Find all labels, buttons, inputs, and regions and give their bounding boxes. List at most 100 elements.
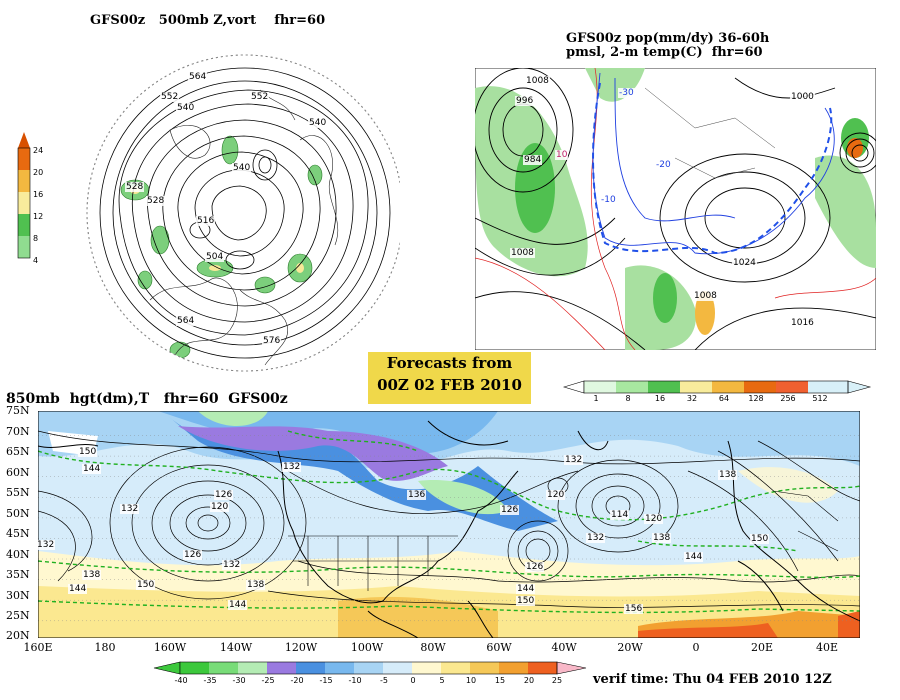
lat-label: 40N (6, 548, 30, 561)
height-label: 138 (82, 570, 102, 580)
contour-label: 540 (232, 163, 252, 173)
height-label: 138 (246, 580, 266, 590)
height-label: 120 (210, 502, 230, 512)
contour-label: 552 (250, 92, 270, 102)
colorbar-swatch (18, 192, 30, 214)
colorbar-tick: 256 (780, 394, 796, 403)
colorbar-tick: 64 (718, 394, 730, 403)
lat-label: 20N (6, 629, 30, 642)
temp-label: -30 (618, 88, 635, 98)
precip-colorbar (562, 380, 872, 394)
height-label: 150 (136, 580, 156, 590)
colorbar-tick: 8 (33, 234, 39, 243)
height-label: 126 (214, 490, 234, 500)
isobar-label: 984 (523, 155, 543, 165)
lon-label: 40W (551, 641, 577, 654)
colorbar-tick: 1 (593, 394, 599, 403)
lon-label: 80W (420, 641, 446, 654)
panel-pmsl-title-2: pmsl, 2-m temp(C) fhr=60 (566, 45, 763, 60)
contour-label: 576 (262, 336, 282, 346)
panel-850mb-title: 850mb hgt(dm),T fhr=60 GFS00z (6, 391, 288, 407)
colorbar-tick: 16 (654, 394, 666, 403)
height-label: 132 (222, 560, 242, 570)
lat-label: 75N (6, 404, 30, 417)
temp-label: -20 (655, 160, 672, 170)
colorbar-tick: 10 (465, 676, 477, 685)
colorbar-tick: 32 (686, 394, 698, 403)
lon-label: 140W (219, 641, 253, 654)
temp-label: 10 (555, 150, 569, 160)
colorbar-swatch (18, 148, 30, 170)
height-label: 136 (407, 490, 427, 500)
colorbar-tick: 5 (439, 676, 445, 685)
isobar-label: 1008 (510, 248, 535, 258)
colorbar-tick: 20 (33, 168, 44, 177)
lon-label: 20W (617, 641, 643, 654)
lon-label: 160E (23, 641, 53, 654)
height-label: 138 (652, 533, 672, 543)
contour-label: 540 (308, 118, 328, 128)
lon-label: 20E (750, 641, 774, 654)
isobar-label: 1008 (525, 76, 550, 86)
colorbar-tick: 0 (410, 676, 416, 685)
lon-label: 180 (94, 641, 116, 654)
forecast-info-line2: 00Z 02 FEB 2010 (377, 376, 522, 394)
colorbar-tick: -10 (348, 676, 362, 685)
lat-label: 50N (6, 507, 30, 520)
colorbar-swatch (296, 662, 325, 674)
height-label: 150 (516, 596, 536, 606)
temp-label: -10 (600, 195, 617, 205)
height-label: 132 (36, 540, 56, 550)
height-label: 144 (684, 552, 704, 562)
colorbar-swatch (383, 662, 412, 674)
colorbar-swatch (180, 662, 209, 674)
colorbar-tick: -35 (203, 676, 217, 685)
height-label: 150 (750, 534, 770, 544)
colorbar-swatch (412, 662, 441, 674)
height-label: 144 (516, 584, 536, 594)
colorbar-swatch (267, 662, 296, 674)
height-label: 144 (228, 600, 248, 610)
height-label: 120 (644, 514, 664, 524)
colorbar-swatch (584, 381, 616, 393)
verification-time: verif time: Thu 04 FEB 2010 12Z (593, 672, 832, 687)
colorbar-swatch (808, 381, 848, 393)
colorbar-tick: 24 (33, 146, 44, 155)
lat-label: 55N (6, 486, 30, 499)
colorbar-tick: 16 (33, 190, 44, 199)
colorbar-tick: -30 (232, 676, 246, 685)
height-label: 144 (68, 584, 88, 594)
lat-label: 70N (6, 425, 30, 438)
colorbar-tick: -25 (261, 676, 275, 685)
colorbar-tick: 25 (551, 676, 563, 685)
lon-label: 0 (692, 641, 700, 654)
height-label: 132 (120, 504, 140, 514)
lon-label: 100W (350, 641, 384, 654)
height-label: 132 (564, 455, 584, 465)
colorbar-swatch (776, 381, 808, 393)
vorticity-colorbar (17, 132, 31, 259)
colorbar-swatch (499, 662, 528, 674)
isobar-label: 1024 (732, 258, 757, 268)
colorbar-tick: 4 (33, 256, 39, 265)
height-label: 138 (718, 470, 738, 480)
contour-label: 564 (188, 72, 208, 82)
lat-label: 60N (6, 466, 30, 479)
colorbar-arrow-up (18, 132, 30, 148)
lon-label: 160W (153, 641, 187, 654)
colorbar-swatch (354, 662, 383, 674)
colorbar-swatch (238, 662, 267, 674)
height-label: 126 (500, 505, 520, 515)
colorbar-swatch (325, 662, 354, 674)
isobar-label: 1016 (790, 318, 815, 328)
lat-label: 35N (6, 568, 30, 581)
pmsl-precip-map (475, 68, 876, 350)
height-label: 114 (610, 510, 630, 520)
colorbar-swatch (441, 662, 470, 674)
colorbar-tick: 15 (494, 676, 506, 685)
colorbar-tick: 20 (523, 676, 535, 685)
colorbar-tick: -20 (290, 676, 304, 685)
colorbar-tick: 512 (812, 394, 828, 403)
colorbar-swatch (470, 662, 499, 674)
panel-pmsl-title-1: GFS00z pop(mm/dy) 36-60h (566, 31, 770, 46)
